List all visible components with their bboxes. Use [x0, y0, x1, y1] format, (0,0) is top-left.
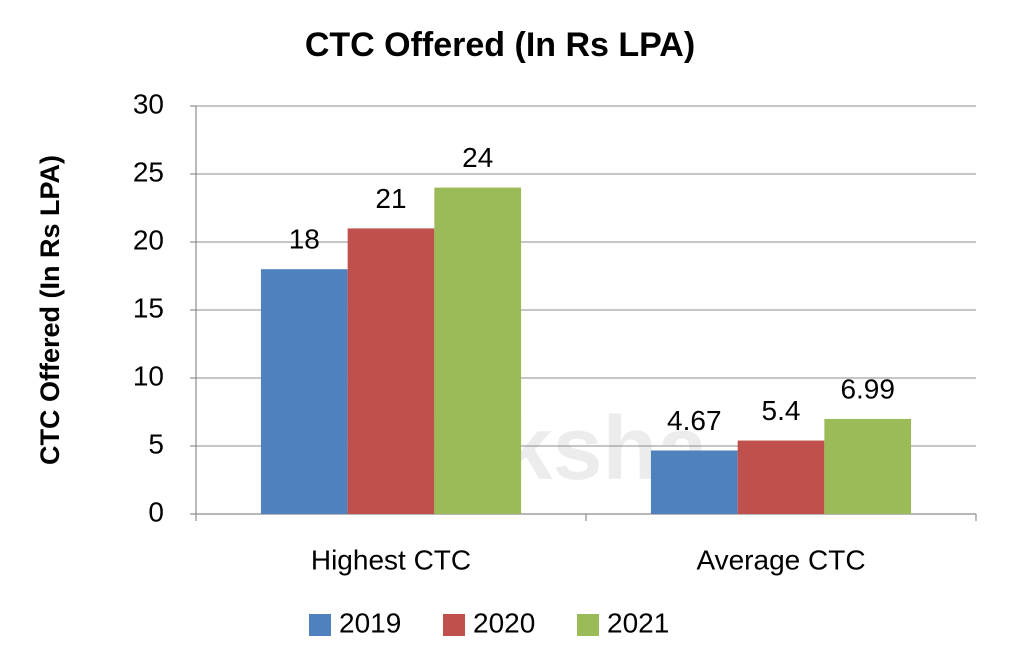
- chart-title: CTC Offered (In Rs LPA): [305, 26, 695, 64]
- legend-label: 2019: [339, 607, 401, 638]
- y-tick-label: 0: [148, 496, 164, 527]
- value-label: 24: [462, 142, 493, 173]
- bar: [650, 450, 738, 514]
- bar: [260, 269, 348, 514]
- y-tick-label: 15: [133, 292, 164, 323]
- y-axis-label: CTC Offered (In Rs LPA): [35, 155, 65, 465]
- x-tick-label: Highest CTC: [311, 544, 471, 575]
- bar: [434, 187, 522, 514]
- legend-swatch: [443, 614, 465, 636]
- legend-label: 2021: [607, 607, 669, 638]
- legend-label: 2020: [473, 607, 535, 638]
- legend-swatch: [577, 614, 599, 636]
- y-tick-label: 5: [148, 428, 164, 459]
- value-label: 21: [375, 183, 406, 214]
- value-label: 6.99: [840, 373, 895, 404]
- value-label: 18: [289, 224, 320, 255]
- y-tick-label: 25: [133, 156, 164, 187]
- y-tick-label: 20: [133, 224, 164, 255]
- bar: [737, 440, 825, 514]
- legend-swatch: [309, 614, 331, 636]
- x-tick-label: Average CTC: [696, 544, 865, 575]
- value-label: 5.4: [762, 395, 801, 426]
- value-label: 4.67: [667, 405, 722, 436]
- y-tick-label: 30: [133, 88, 164, 119]
- y-tick-label: 10: [133, 360, 164, 391]
- bar: [347, 228, 435, 514]
- bar: [824, 418, 912, 514]
